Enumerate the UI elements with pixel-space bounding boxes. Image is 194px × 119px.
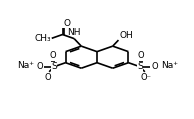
Text: O⁻: O⁻ — [140, 73, 151, 82]
Text: O: O — [50, 51, 56, 60]
Text: Na⁺: Na⁺ — [17, 61, 34, 70]
Text: OH: OH — [120, 30, 133, 40]
Text: O: O — [151, 62, 158, 71]
Text: O: O — [45, 73, 52, 82]
Text: O: O — [63, 19, 70, 27]
Text: S: S — [51, 62, 57, 71]
Text: CH₃: CH₃ — [34, 34, 51, 43]
Text: S: S — [137, 62, 143, 71]
Text: O: O — [138, 51, 144, 60]
Text: Na⁺: Na⁺ — [161, 61, 178, 70]
Text: NH: NH — [67, 28, 81, 37]
Text: O: O — [36, 62, 43, 71]
